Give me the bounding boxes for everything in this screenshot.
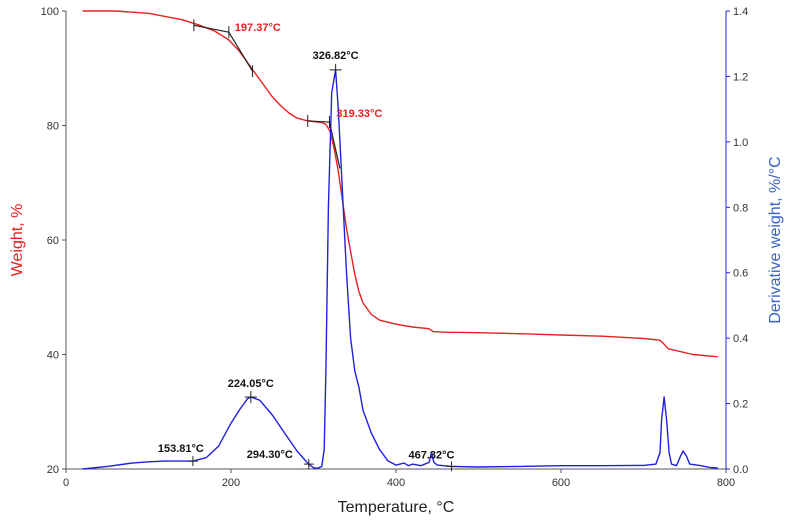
derivative-weight-line	[82, 69, 718, 470]
y-left-tick-label: 80	[47, 121, 59, 133]
y-right-tick-label: 1.2	[733, 71, 748, 83]
onset-tangent-line	[328, 121, 341, 169]
y-right-tick-label: 0.2	[733, 399, 748, 411]
y-left-tick-label: 100	[41, 6, 59, 18]
x-tick-label: 800	[717, 477, 735, 489]
y-left-tick-label: 20	[47, 464, 59, 476]
weight-line	[82, 10, 718, 358]
x-axis-title: Temperature, °C	[338, 499, 455, 516]
onset-tangent-line	[307, 120, 330, 123]
y-right-axis-title: Derivative weight, %/°C	[767, 156, 784, 323]
annotation-label: 197.37°C	[235, 22, 281, 34]
y-left-axis-title: Weight, %	[9, 204, 26, 277]
annotation-label: 153.81°C	[158, 443, 204, 455]
y-right-tick-label: 1.0	[733, 137, 748, 149]
axes: 0 200 400 600 800 20 40 60 80 100 0.0 0.2 0.4 0.6 0.8 1…	[41, 6, 749, 489]
annotation-label: 326.82°C	[313, 50, 359, 62]
y-right-tick-label: 0.8	[733, 202, 748, 214]
x-tick-label: 0	[63, 477, 69, 489]
y-right-tick-label: 0.4	[733, 333, 748, 345]
x-tick-label: 200	[222, 477, 240, 489]
annotation-label: 467.32°C	[409, 449, 455, 461]
onset-tangent-line	[228, 31, 253, 72]
tangent-layer	[193, 24, 341, 169]
y-right-tick-label: 0.0	[733, 464, 748, 476]
annotation-label: 224.05°C	[228, 378, 274, 390]
onset-tangent-line	[193, 24, 229, 33]
marker-layer	[187, 19, 457, 472]
annotation-label: 319.33°C	[336, 108, 382, 120]
x-tick-label: 600	[552, 477, 570, 489]
y-left-tick-label: 40	[47, 350, 59, 362]
y-left-tick-label: 60	[47, 235, 59, 247]
annotation-label: 294.30°C	[247, 449, 293, 461]
y-right-tick-label: 1.4	[733, 6, 748, 18]
y-right-tick-label: 0.6	[733, 268, 748, 280]
annotation-layer: 197.37°C 319.33°C 326.82°C 224.05°C 153.81°C…	[158, 22, 455, 461]
x-tick-label: 400	[387, 477, 405, 489]
series-layer	[82, 10, 718, 470]
